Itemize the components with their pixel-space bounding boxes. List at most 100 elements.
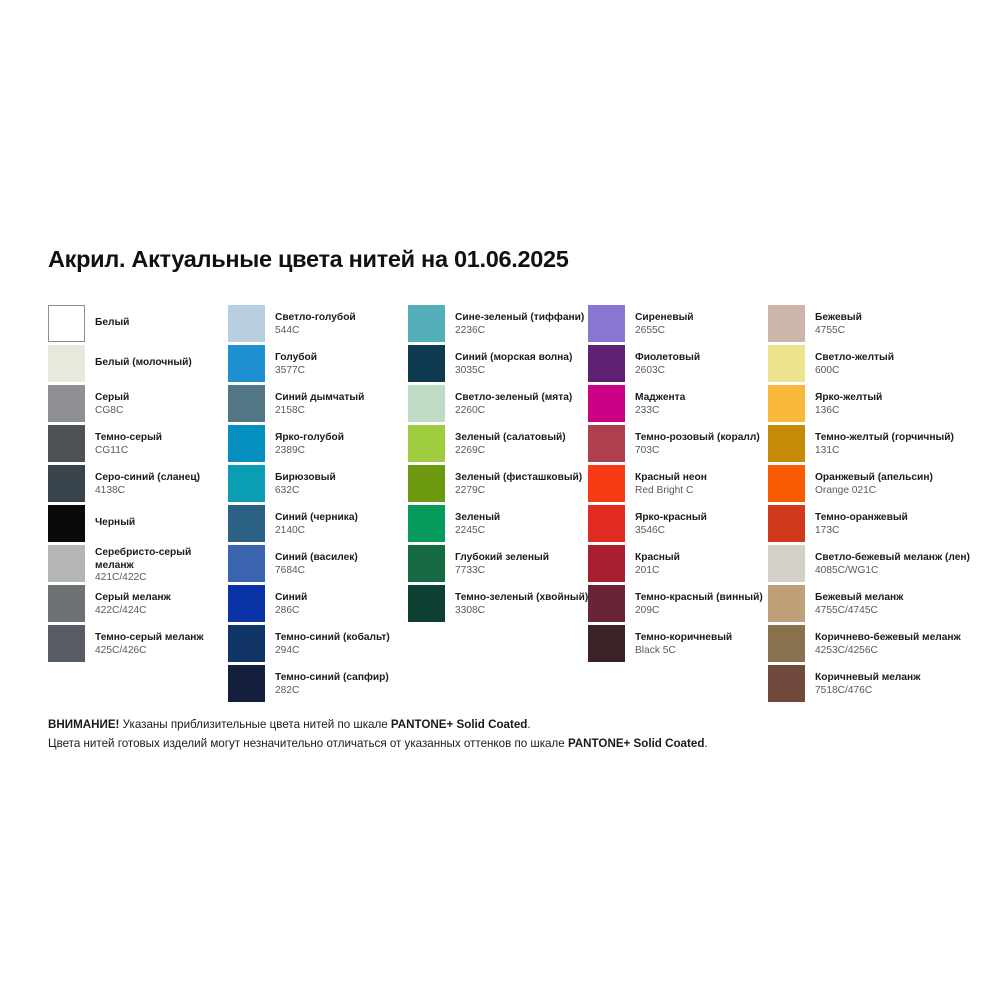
color-entry-text: Фиолетовый 2603C <box>635 352 700 377</box>
color-entry[interactable]: Красный 201C <box>588 545 810 585</box>
color-entry[interactable]: Ярко-красный 3546C <box>588 505 810 545</box>
color-entry[interactable]: Глубокий зеленый 7733C <box>408 545 630 585</box>
color-entry[interactable]: Бежевый 4755C <box>768 305 1000 345</box>
color-entry[interactable]: Ярко-голубой 2389C <box>228 425 445 465</box>
color-swatch <box>48 305 85 342</box>
color-code-label: 233C <box>635 404 660 416</box>
color-entry[interactable]: Темно-желтый (горчичный) 131C <box>768 425 1000 465</box>
color-entry[interactable]: Темно-красный (винный) 209C <box>588 585 810 625</box>
color-entry[interactable]: Светло-бежевый меланж (лен) 4085C/WG1C <box>768 545 1000 585</box>
color-entry[interactable]: Темно-серый CG11C <box>48 425 265 465</box>
color-swatch <box>408 505 445 542</box>
color-entry-text: Белый <box>95 317 129 330</box>
color-name-label: Темно-синий (сапфир) <box>275 672 389 683</box>
color-entry[interactable]: Серый CG8C <box>48 385 265 425</box>
color-swatch <box>408 425 445 462</box>
color-name-label: Темно-красный (винный) <box>635 592 763 603</box>
color-code-label: 3308C <box>455 604 486 616</box>
color-entry-text: Белый (молочный) <box>95 357 192 370</box>
color-entry[interactable]: Красный неон Red Bright C <box>588 465 810 505</box>
color-swatch <box>588 305 625 342</box>
color-column: Белый Белый (молочный) Серый CG8C Темно-серы… <box>48 305 265 665</box>
color-entry[interactable]: Темно-синий (сапфир) 282C <box>228 665 445 705</box>
color-entry-text: Темно-синий (кобальт) 294C <box>275 632 390 657</box>
color-entry[interactable]: Темно-серый меланж 425C/426C <box>48 625 265 665</box>
color-entry-text: Ярко-желтый 136C <box>815 392 882 417</box>
footer-line2-brand: PANTONE+ Solid Coated <box>567 736 705 750</box>
footer-line1-text: Указаны приблизительные цвета нитей по ш… <box>119 718 391 731</box>
color-entry[interactable]: Бежевый меланж 4755C/4745C <box>768 585 1000 625</box>
color-entry[interactable]: Сине-зеленый (тиффани) 2236C <box>408 305 630 345</box>
color-code-label: 421C/422C <box>95 572 147 583</box>
color-entry[interactable]: Светло-желтый 600C <box>768 345 1000 385</box>
color-entry[interactable]: Темно-оранжевый 173C <box>768 505 1000 545</box>
color-swatch <box>408 465 445 502</box>
color-code-label: 544C <box>275 324 300 336</box>
color-code-label: 3577C <box>275 364 306 376</box>
color-swatch <box>768 345 805 382</box>
color-entry[interactable]: Зеленый (салатовый) 2269C <box>408 425 630 465</box>
color-name-label: Белый <box>95 317 130 328</box>
color-entry-text: Сине-зеленый (тиффани) 2236C <box>455 312 584 337</box>
color-entry[interactable]: Синий (морская волна) 3035C <box>408 345 630 385</box>
color-column: Сиреневый 2655C Фиолетовый 2603C Маджента 233… <box>588 305 810 665</box>
color-entry[interactable]: Темно-розовый (коралл) 703C <box>588 425 810 465</box>
color-entry[interactable]: Серебристо-серый меланж 421C/422C <box>48 545 265 585</box>
color-code-label: 7518C/476C <box>815 684 873 696</box>
color-entry[interactable]: Светло-голубой 544C <box>228 305 445 345</box>
color-entry[interactable]: Синий (василек) 7684C <box>228 545 445 585</box>
color-entry[interactable]: Темно-коричневый Black 5C <box>588 625 810 665</box>
color-swatch <box>588 345 625 382</box>
footer-line1-end: . <box>527 718 531 731</box>
color-code-label: Red Bright C <box>635 484 694 496</box>
color-name-label: Бирюзовый <box>275 472 336 483</box>
color-entry[interactable]: Темно-зеленый (хвойный) 3308C <box>408 585 630 625</box>
color-entry[interactable]: Бирюзовый 632C <box>228 465 445 505</box>
color-name-label: Синий дымчатый <box>275 392 365 403</box>
color-entry[interactable]: Зеленый (фисташковый) 2279C <box>408 465 630 505</box>
color-swatch <box>588 465 625 502</box>
color-entry[interactable]: Синий дымчатый 2158C <box>228 385 445 425</box>
color-entry-text: Синий 286C <box>275 592 307 617</box>
color-entry[interactable]: Коричнево-бежевый меланж 4253C/4256C <box>768 625 1000 665</box>
color-entry-text: Светло-желтый 600C <box>815 352 894 377</box>
color-swatch <box>588 505 625 542</box>
color-swatch <box>768 585 805 622</box>
color-entry[interactable]: Голубой 3577C <box>228 345 445 385</box>
color-entry[interactable]: Сиреневый 2655C <box>588 305 810 345</box>
color-entry-text: Темно-серый меланж 425C/426C <box>95 632 204 657</box>
color-name-label: Оранжевый (апельсин) <box>815 472 933 483</box>
color-name-label: Коричнево-бежевый меланж <box>815 632 961 643</box>
color-entry-text: Темно-коричневый Black 5C <box>635 632 732 657</box>
color-entry-text: Серый CG8C <box>95 392 129 417</box>
color-entry[interactable]: Серый меланж 422C/424C <box>48 585 265 625</box>
color-entry[interactable]: Коричневый меланж 7518C/476C <box>768 665 1000 705</box>
color-entry[interactable]: Светло-зеленый (мята) 2260C <box>408 385 630 425</box>
color-entry[interactable]: Темно-синий (кобальт) 294C <box>228 625 445 665</box>
color-entry[interactable]: Фиолетовый 2603C <box>588 345 810 385</box>
color-code-label: 173C <box>815 524 840 536</box>
color-entry[interactable]: Оранжевый (апельсин) Orange 021C <box>768 465 1000 505</box>
color-entry-text: Бирюзовый 632C <box>275 472 336 497</box>
color-entry-text: Зеленый (салатовый) 2269C <box>455 432 566 457</box>
color-name-label: Фиолетовый <box>635 352 701 363</box>
color-swatch <box>48 585 85 622</box>
color-entry[interactable]: Черный <box>48 505 265 545</box>
color-entry[interactable]: Синий (черника) 2140C <box>228 505 445 545</box>
color-code-label: 425C/426C <box>95 644 147 656</box>
color-entry-text: Серый меланж 422C/424C <box>95 592 171 617</box>
color-entry[interactable]: Ярко-желтый 136C <box>768 385 1000 425</box>
color-entry[interactable]: Белый (молочный) <box>48 345 265 385</box>
color-entry-text: Синий (василек) 7684C <box>275 552 358 577</box>
color-entry-text: Синий дымчатый 2158C <box>275 392 364 417</box>
color-name-label: Сине-зеленый (тиффани) <box>455 312 585 323</box>
color-entry[interactable]: Серо-синий (сланец) 4138C <box>48 465 265 505</box>
color-entry[interactable]: Зеленый 2245C <box>408 505 630 545</box>
color-entry[interactable]: Маджента 233C <box>588 385 810 425</box>
color-swatch <box>768 305 805 342</box>
color-entry[interactable]: Белый <box>48 305 265 345</box>
footer-line1-brand: PANTONE+ Solid Coated <box>390 718 528 731</box>
color-entry[interactable]: Синий 286C <box>228 585 445 625</box>
color-name-label: Голубой <box>275 352 318 363</box>
color-code-label: 4085C/WG1C <box>815 564 879 576</box>
